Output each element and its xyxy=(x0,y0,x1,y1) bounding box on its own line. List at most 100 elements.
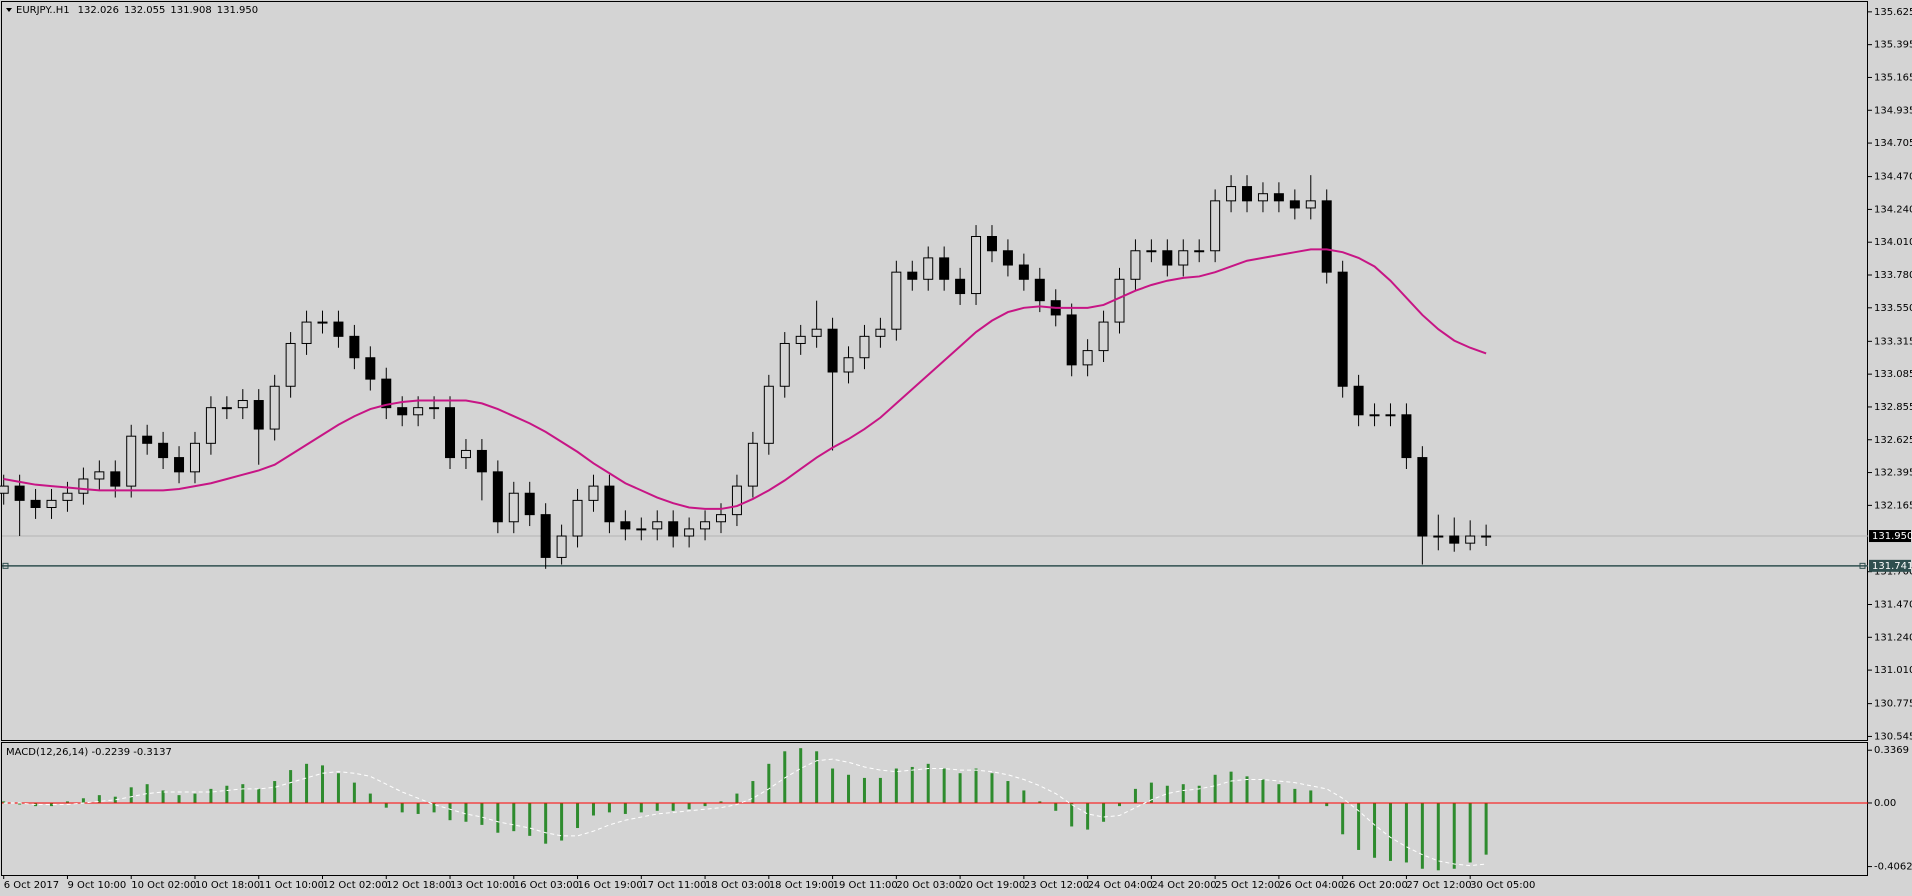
candle-body xyxy=(1481,535,1492,538)
macd-bar xyxy=(1102,802,1106,822)
macd-bar xyxy=(289,770,293,803)
symbol-menu-arrow[interactable] xyxy=(6,8,12,12)
macd-bar xyxy=(97,795,101,803)
candle-body xyxy=(1353,385,1364,416)
macd-y-tick-label: 0.00 xyxy=(1874,798,1896,809)
macd-bar xyxy=(352,782,356,803)
candle-body xyxy=(445,407,456,459)
candle-body xyxy=(604,485,615,523)
candle-body xyxy=(333,321,344,337)
y-tick-label: 132.855 xyxy=(1874,402,1912,413)
header-high: 132.055 xyxy=(124,5,165,16)
candle-body xyxy=(253,400,264,430)
candle-body xyxy=(1257,193,1268,202)
y-tick-label: 134.010 xyxy=(1874,237,1912,248)
candle-body xyxy=(1465,535,1476,544)
candle-body xyxy=(843,357,854,373)
header-open: 132.026 xyxy=(78,5,119,16)
candle-body xyxy=(158,442,169,459)
candle-body xyxy=(269,385,280,430)
macd-bar xyxy=(942,768,946,803)
y-tick-label: 132.165 xyxy=(1874,500,1912,511)
macd-bar xyxy=(50,802,54,807)
macd-bar xyxy=(831,768,835,803)
price-pane-frame xyxy=(1,1,1868,741)
macd-bar xyxy=(990,773,994,803)
y-tick-label: 135.625 xyxy=(1874,7,1912,18)
candle-body xyxy=(795,335,806,344)
macd-bar xyxy=(1197,785,1201,803)
candle-body xyxy=(78,478,89,494)
macd-bar xyxy=(1245,776,1249,803)
y-tick-label: 132.395 xyxy=(1874,468,1912,479)
candle-body xyxy=(365,357,376,380)
macd-bar xyxy=(241,784,245,803)
macd-bar xyxy=(1054,802,1058,811)
x-tick-label: 12 Oct 18:00 xyxy=(386,880,451,891)
y-tick-label: 131.700 xyxy=(1874,567,1912,578)
macd-bar xyxy=(1229,771,1233,803)
chart-header: EURJPY..H1 132.026 132.055 131.908 131.950 xyxy=(16,5,258,16)
macd-bar xyxy=(591,802,595,816)
x-tick-label: 16 Oct 19:00 xyxy=(578,880,643,891)
x-tick-label: 12 Oct 02:00 xyxy=(323,880,388,891)
macd-bar xyxy=(257,788,261,803)
candle-body xyxy=(1194,250,1205,253)
macd-bar xyxy=(1277,784,1281,803)
macd-bar xyxy=(607,802,611,813)
x-tick-label: 20 Oct 19:00 xyxy=(960,880,1025,891)
candle-body xyxy=(30,499,41,509)
macd-bar xyxy=(767,763,771,803)
macd-bar xyxy=(1341,802,1345,835)
candle-body xyxy=(285,342,296,387)
macd-bar xyxy=(1484,802,1488,855)
macd-bar xyxy=(1022,790,1026,803)
y-tick-label: 134.240 xyxy=(1874,204,1912,215)
macd-bar xyxy=(448,802,452,821)
candle-body xyxy=(1449,535,1460,544)
macd-bar xyxy=(1006,781,1010,803)
macd-bar xyxy=(576,802,580,829)
macd-bar xyxy=(878,777,882,803)
candle-body xyxy=(1401,414,1412,459)
x-tick-label: 13 Oct 10:00 xyxy=(450,880,515,891)
candle-body xyxy=(939,257,950,280)
candle-body xyxy=(923,257,934,280)
macd-bar xyxy=(161,790,165,803)
macd-bar xyxy=(273,781,277,803)
candle-body xyxy=(508,492,519,523)
macd-bar xyxy=(623,802,627,814)
macd-bar xyxy=(113,796,117,803)
x-tick-label: 19 Oct 11:00 xyxy=(833,880,898,891)
x-tick-label: 27 Oct 12:00 xyxy=(1406,880,1471,891)
macd-bar xyxy=(1452,802,1456,869)
macd-bar xyxy=(687,802,691,810)
y-tick-label: 133.780 xyxy=(1874,270,1912,281)
macd-bar xyxy=(528,802,532,836)
x-tick-label: 10 Oct 02:00 xyxy=(131,880,196,891)
candle-body xyxy=(94,471,105,480)
x-tick-label: 6 Oct 2017 xyxy=(4,880,59,891)
candle-body xyxy=(1146,250,1157,253)
candle-body xyxy=(891,271,902,330)
price-line-box xyxy=(1869,559,1911,572)
macd-bar xyxy=(560,802,564,841)
x-tick-label: 30 Oct 05:00 xyxy=(1470,880,1535,891)
y-tick-label: 133.550 xyxy=(1874,303,1912,314)
header-low: 131.908 xyxy=(170,5,211,16)
macd-bar xyxy=(703,802,707,807)
x-tick-label: 20 Oct 03:00 xyxy=(896,880,961,891)
macd-bar xyxy=(368,793,372,803)
x-tick-label: 16 Oct 03:00 xyxy=(514,880,579,891)
candle-body xyxy=(747,442,758,487)
macd-bar xyxy=(209,788,213,803)
macd-bar xyxy=(18,802,22,805)
candle-body xyxy=(779,342,790,387)
header-close: 131.950 xyxy=(217,5,258,16)
candle-body xyxy=(811,328,822,337)
candle-body xyxy=(460,449,471,459)
moving-average xyxy=(3,248,1487,510)
macd-bar xyxy=(1373,802,1377,858)
y-tick-label: 131.470 xyxy=(1874,599,1912,610)
